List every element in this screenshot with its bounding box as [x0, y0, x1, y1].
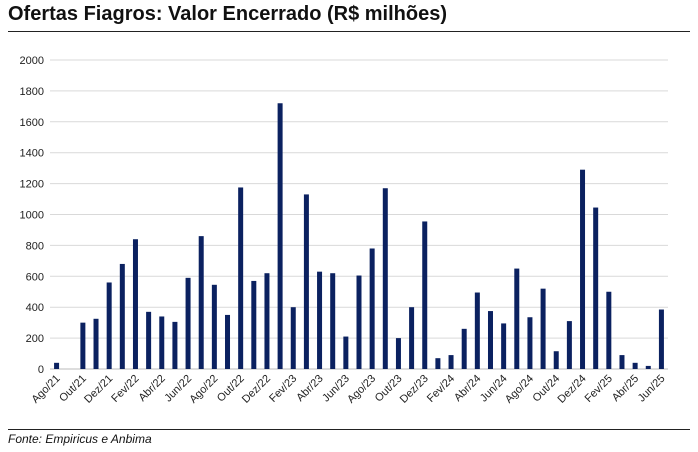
bar	[159, 316, 165, 369]
bar	[330, 273, 336, 369]
x-tick-label: Dez/23	[398, 373, 431, 406]
x-tick-label: Dez/22	[240, 373, 273, 406]
bar	[54, 362, 60, 369]
bar	[93, 318, 99, 369]
bar	[356, 275, 362, 369]
bar	[593, 207, 599, 369]
bar	[225, 314, 231, 369]
bar	[80, 322, 86, 369]
y-tick-label: 400	[26, 302, 44, 314]
bar	[422, 221, 428, 369]
bar	[566, 321, 572, 369]
bar	[474, 292, 480, 369]
bar	[540, 288, 546, 369]
bar	[303, 194, 309, 369]
x-tick-label: Ago/21	[30, 373, 63, 406]
bar	[146, 311, 152, 369]
y-tick-label: 0	[38, 364, 44, 376]
y-tick-label: 2000	[20, 55, 44, 67]
x-tick-label: Abr/22	[136, 373, 167, 404]
bar	[645, 365, 651, 369]
bar	[619, 355, 625, 369]
bar	[172, 321, 178, 369]
bar	[553, 351, 559, 369]
chart-title: Ofertas Fiagros: Valor Encerrado (R$ mil…	[8, 3, 448, 25]
bar	[606, 291, 612, 369]
y-tick-label: 1800	[20, 86, 44, 98]
y-tick-label: 600	[26, 271, 44, 283]
x-tick-label: Fev/25	[583, 373, 615, 405]
bar	[211, 284, 217, 369]
bar	[277, 103, 283, 369]
bar	[527, 317, 533, 369]
bar	[501, 323, 507, 369]
x-tick-label: Dez/24	[556, 373, 589, 406]
y-tick-label: 1200	[20, 179, 44, 191]
bar	[461, 328, 467, 369]
bar	[132, 239, 138, 369]
x-tick-label: Ago/22	[187, 373, 220, 406]
bar	[632, 362, 638, 369]
bar	[382, 188, 388, 369]
y-tick-label: 1600	[20, 117, 44, 129]
source-note: Fonte: Empiricus e Anbima	[8, 432, 152, 446]
bar	[409, 307, 415, 369]
x-tick-label: Dez/21	[82, 373, 115, 406]
x-tick-label: Abr/24	[452, 373, 483, 404]
x-tick-label: Jun/25	[636, 373, 668, 405]
bar	[238, 187, 244, 369]
x-tick-label: Ago/24	[503, 373, 536, 406]
bar	[395, 338, 401, 369]
x-tick-label: Fev/24	[425, 373, 457, 405]
bar	[198, 236, 204, 369]
bar	[317, 271, 323, 369]
bar	[369, 248, 375, 369]
footer-divider	[8, 429, 690, 430]
bar	[119, 263, 125, 369]
bar	[106, 282, 112, 369]
y-tick-label: 800	[26, 240, 44, 252]
x-tick-label: Abr/23	[294, 373, 325, 404]
x-tick-label: Ago/23	[345, 373, 378, 406]
y-tick-label: 200	[26, 333, 44, 345]
title-divider	[8, 31, 690, 32]
bar	[264, 273, 270, 369]
bar	[185, 277, 191, 369]
bar	[251, 280, 257, 369]
bar	[514, 268, 520, 369]
bar	[448, 355, 454, 369]
bar	[435, 358, 441, 369]
bar	[580, 169, 586, 369]
bar	[487, 311, 493, 369]
x-tick-label: Fev/22	[109, 373, 141, 405]
x-tick-label: Fev/23	[267, 373, 299, 405]
bar	[290, 307, 296, 369]
bar	[343, 336, 349, 369]
x-tick-label: Abr/25	[610, 373, 641, 404]
bar-chart: 0 200 400 600 800 1000 1200 1400 1600 1800 2000 Ago…	[20, 55, 668, 406]
bar	[658, 309, 664, 369]
y-tick-label: 1000	[20, 210, 44, 222]
y-tick-label: 1400	[20, 148, 44, 160]
